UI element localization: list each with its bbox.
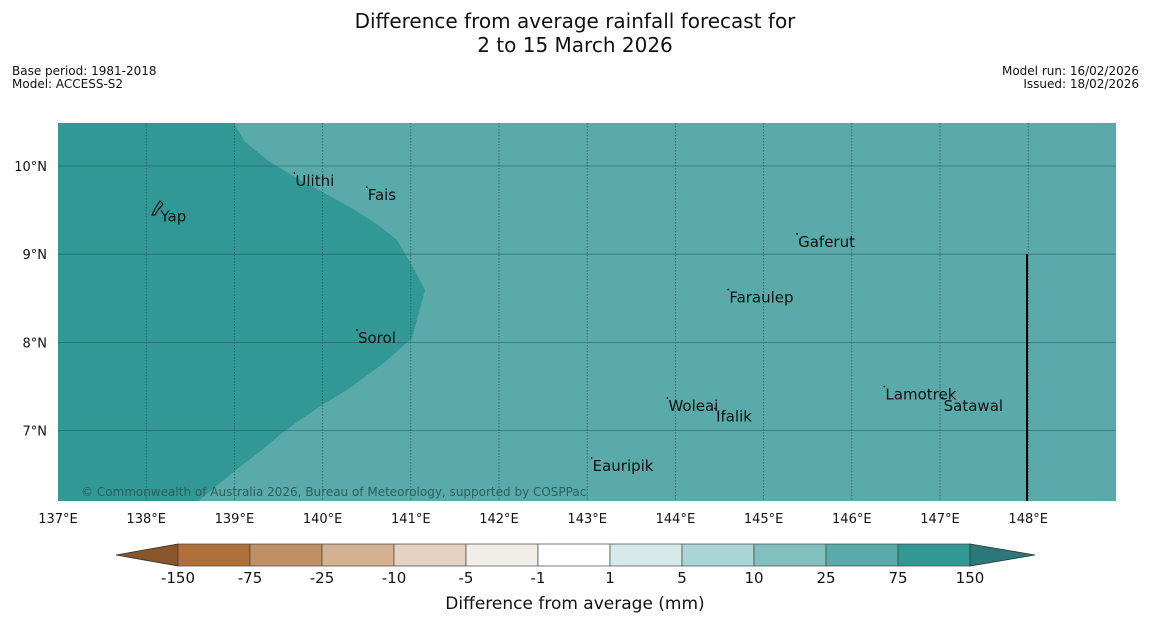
title-line-1: Difference from average rainfall forecas… bbox=[354, 9, 796, 33]
colorbar-tick-label: 10 bbox=[744, 569, 763, 587]
longitude-tick-label: 142°E bbox=[479, 512, 519, 527]
colorbar: -150 -75 -25 -10 -5 -1 1 5 10 25 75 150 bbox=[115, 543, 1036, 587]
copyright-text: © Commonwealth of Australia 2026, Bureau… bbox=[81, 485, 586, 499]
longitude-tick-label: 144°E bbox=[656, 512, 696, 527]
colorbar-bin bbox=[537, 543, 611, 567]
graticule bbox=[58, 123, 1116, 501]
map-area: Ulithi Fais Yap Gaferut Faraulep Sorol Lamotre… bbox=[58, 123, 1116, 501]
latitude-tick-label: 8°N bbox=[23, 336, 48, 351]
place-label: Fais bbox=[368, 186, 397, 204]
colorbar-bin bbox=[465, 543, 539, 567]
colorbar-bin bbox=[681, 543, 755, 567]
base-period-text: Base period: 1981-2018 bbox=[12, 64, 157, 78]
latitude-tick-label: 9°N bbox=[23, 248, 48, 263]
colorbar-bin bbox=[897, 543, 971, 567]
model-text: Model: ACCESS-S2 bbox=[12, 77, 124, 91]
longitude-tick-label: 145°E bbox=[744, 512, 784, 527]
place-marker bbox=[365, 186, 368, 189]
longitude-tick-label: 143°E bbox=[567, 512, 607, 527]
colorbar-tick-label: -75 bbox=[238, 569, 263, 587]
title-line-2: 2 to 15 March 2026 bbox=[477, 33, 673, 57]
place-marker bbox=[714, 407, 716, 410]
issued-text: Issued: 18/02/2026 bbox=[1023, 77, 1139, 91]
place-label: Lamotrek bbox=[885, 386, 956, 404]
place-label: Sorol bbox=[358, 329, 396, 347]
place-label: Gaferut bbox=[798, 233, 855, 251]
colorbar-tick-label: -5 bbox=[459, 569, 474, 587]
colorbar-bin bbox=[177, 543, 251, 567]
place-marker bbox=[666, 397, 669, 399]
colorbar-low-extension bbox=[115, 543, 179, 567]
place-marker bbox=[293, 172, 296, 174]
place-label: Faraulep bbox=[729, 288, 793, 306]
longitude-tick-label: 137°E bbox=[38, 512, 78, 527]
place-marker bbox=[158, 207, 161, 210]
latitude-tick-label: 7°N bbox=[23, 425, 48, 440]
place-marker bbox=[590, 457, 593, 459]
axis-labels: 137°E 138°E 139°E 140°E 141°E 142°E 143°E 144°E… bbox=[14, 160, 1048, 527]
colorbar-tick-label: 150 bbox=[956, 569, 985, 587]
colorbar-tick-label: 1 bbox=[605, 569, 615, 587]
longitude-tick-label: 138°E bbox=[126, 512, 166, 527]
place-label: Eauripik bbox=[593, 457, 654, 475]
colorbar-high-extension bbox=[969, 543, 1036, 567]
latitude-tick-label: 10°N bbox=[14, 160, 47, 175]
place-label: Ifalik bbox=[716, 408, 752, 426]
place-marker bbox=[796, 233, 799, 235]
place-label: Yap bbox=[159, 207, 186, 225]
place-marker bbox=[727, 288, 730, 291]
colorbar-bin bbox=[753, 543, 827, 567]
place-labels: Ulithi Fais Yap Gaferut Faraulep Sorol Lamotre… bbox=[158, 172, 1003, 475]
place-marker bbox=[883, 385, 886, 388]
yap-island-outline bbox=[151, 200, 164, 216]
colorbar-tick-label: 5 bbox=[677, 569, 687, 587]
colorbar-bin bbox=[393, 543, 467, 567]
colorbar-tick-label: -25 bbox=[310, 569, 335, 587]
longitude-tick-label: 141°E bbox=[391, 512, 431, 527]
colorbar-tick-label: -1 bbox=[531, 569, 546, 587]
colorbar-tick-label: 75 bbox=[888, 569, 907, 587]
metadata-left: Base period: 1981-2018 Model: ACCESS-S2 bbox=[12, 65, 157, 91]
place-label: Woleai bbox=[668, 397, 718, 415]
colorbar-bin bbox=[321, 543, 395, 567]
colorbar-label: Difference from average (mm) bbox=[445, 594, 705, 614]
colorbar-bin bbox=[249, 543, 323, 567]
longitude-tick-label: 148°E bbox=[1008, 512, 1048, 527]
metadata-right: Model run: 16/02/2026 Issued: 18/02/2026 bbox=[1002, 65, 1139, 91]
longitude-tick-label: 147°E bbox=[920, 512, 960, 527]
model-run-text: Model run: 16/02/2026 bbox=[1001, 64, 1139, 78]
colorbar-bin bbox=[825, 543, 899, 567]
colorbar-tick-label: 25 bbox=[816, 569, 835, 587]
place-label: Satawal bbox=[944, 397, 1003, 415]
place-label: Ulithi bbox=[295, 172, 334, 190]
colorbar-tick-label: -150 bbox=[161, 569, 195, 587]
wetter-region bbox=[58, 123, 425, 501]
colorbar-tick-label: -10 bbox=[382, 569, 407, 587]
longitude-tick-label: 140°E bbox=[303, 512, 343, 527]
place-marker bbox=[356, 329, 358, 331]
longitude-tick-label: 146°E bbox=[832, 512, 872, 527]
place-marker bbox=[941, 397, 944, 399]
colorbar-bin bbox=[609, 543, 683, 567]
map-title: Difference from average rainfall forecas… bbox=[0, 9, 1150, 57]
longitude-tick-label: 139°E bbox=[215, 512, 255, 527]
